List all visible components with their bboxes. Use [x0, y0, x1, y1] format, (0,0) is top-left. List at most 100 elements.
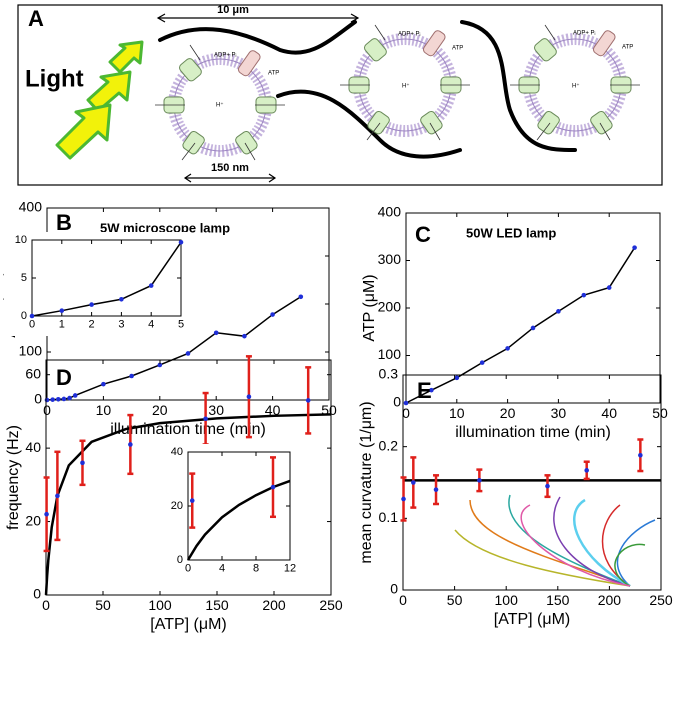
- data-line: [44, 413, 332, 596]
- plot-frame: [402, 374, 662, 591]
- y-tick-label: 60: [25, 365, 41, 381]
- data-point: [72, 393, 78, 398]
- data-point: [213, 330, 219, 336]
- x-tick-label: 8: [253, 563, 259, 575]
- data-point: [606, 285, 612, 290]
- x-axis-label: [ATP] (μM): [150, 616, 226, 633]
- data-point: [67, 395, 72, 401]
- y-tick-label: 20: [171, 500, 183, 512]
- x-tick-label: 250: [319, 597, 343, 613]
- data-point: [101, 381, 106, 387]
- x-tick-label: 30: [208, 402, 224, 418]
- data-point: [581, 292, 587, 298]
- data-point: [203, 416, 208, 422]
- scale-label: 150 nm: [211, 162, 249, 174]
- y-tick-label: 300: [378, 251, 402, 267]
- panel-letter: E: [417, 378, 432, 403]
- y-tick-label: 100: [378, 346, 402, 362]
- data-point: [477, 478, 482, 483]
- data-point: [157, 362, 163, 368]
- data-point: [128, 442, 133, 447]
- y-tick-label: 10: [15, 234, 27, 246]
- x-tick-label: 40: [265, 402, 281, 418]
- x-axis-label: illumination time (min): [455, 424, 611, 441]
- product-label: ATP: [268, 71, 279, 77]
- x-tick-label: 10: [96, 402, 112, 418]
- data-point: [50, 397, 55, 402]
- x-tick-label: 2: [89, 319, 95, 331]
- x-tick-label: 1: [59, 319, 65, 331]
- proton-label: H⁺: [572, 83, 580, 90]
- data-point: [119, 296, 124, 302]
- x-tick-label: 150: [546, 592, 570, 608]
- data-point: [638, 452, 643, 458]
- data-point: [80, 460, 85, 466]
- data-point: [545, 483, 550, 489]
- y-tick-label: 0.3: [379, 366, 399, 382]
- x-tick-label: 0: [43, 402, 51, 418]
- data-point: [401, 496, 406, 502]
- data-point: [129, 373, 134, 379]
- scale-label: 10 μm: [217, 4, 249, 16]
- x-tick-label: 50: [652, 405, 668, 421]
- x-tick-label: 20: [500, 405, 516, 421]
- x-tick-label: 0: [185, 563, 191, 575]
- data-point: [530, 325, 536, 331]
- x-tick-label: 250: [649, 592, 673, 608]
- proton-label: H⁺: [216, 102, 224, 109]
- data-point: [189, 498, 195, 503]
- x-tick-label: 200: [262, 597, 286, 613]
- data-line: [186, 479, 291, 561]
- y-tick-label: 40: [171, 446, 183, 458]
- x-tick-label: 100: [495, 592, 519, 608]
- x-tick-label: 50: [447, 592, 463, 608]
- x-tick-label: 150: [205, 597, 229, 613]
- x-tick-label: 5: [178, 319, 184, 331]
- x-tick-label: 0: [402, 405, 410, 421]
- y-tick-label: 0: [177, 554, 183, 566]
- data-point: [479, 360, 485, 365]
- chart-title: 50W LED lamp: [466, 225, 556, 240]
- data-point: [55, 493, 60, 499]
- data-point: [59, 308, 65, 313]
- x-tick-label: 0: [399, 592, 407, 608]
- panel-letter: C: [415, 222, 431, 247]
- data-point: [433, 487, 439, 492]
- y-tick-label: 200: [378, 299, 402, 315]
- flagella-image: [454, 494, 656, 588]
- data-point: [429, 387, 434, 393]
- data-point: [148, 283, 154, 288]
- x-tick-label: 50: [95, 597, 111, 613]
- data-point: [411, 480, 416, 485]
- data-point: [305, 398, 311, 403]
- panel-a: A Light 10 μm 150 nm ADP+ Pᵢ ATP H⁺ ADP+…: [17, 4, 663, 186]
- data-point: [298, 294, 304, 300]
- y-tick-label: 0.2: [379, 437, 399, 453]
- y-tick-label: 0: [21, 310, 27, 322]
- data-point: [89, 302, 94, 307]
- x-tick-label: 10: [449, 405, 465, 421]
- reactant-label: ADP+ Pᵢ: [573, 31, 596, 37]
- y-tick-label: 0: [34, 391, 42, 407]
- x-tick-label: 0: [29, 319, 35, 331]
- y-tick-label: 5: [21, 272, 27, 284]
- x-tick-label: 40: [601, 405, 617, 421]
- data-point: [270, 484, 276, 490]
- chart-title: 5W microscope lamp: [100, 220, 230, 235]
- proton-label: H⁺: [402, 83, 410, 90]
- y-axis-label: mean curvature (1/μm): [358, 401, 375, 563]
- data-point: [61, 396, 67, 402]
- data-point: [632, 245, 637, 250]
- data-point: [185, 351, 191, 356]
- reactant-label: ADP+ Pᵢ: [214, 53, 237, 59]
- x-tick-label: 200: [598, 592, 622, 608]
- y-axis-label: ATP (μM): [361, 274, 378, 341]
- y-tick-label: 20: [25, 512, 41, 528]
- y-tick-label: 400: [19, 199, 43, 215]
- x-tick-label: 12: [284, 563, 296, 575]
- x-tick-label: 0: [42, 597, 50, 613]
- y-tick-label: 100: [19, 343, 43, 359]
- x-tick-label: 4: [219, 563, 225, 575]
- x-axis-label: [ATP] (μM): [494, 611, 570, 628]
- data-point: [178, 239, 184, 245]
